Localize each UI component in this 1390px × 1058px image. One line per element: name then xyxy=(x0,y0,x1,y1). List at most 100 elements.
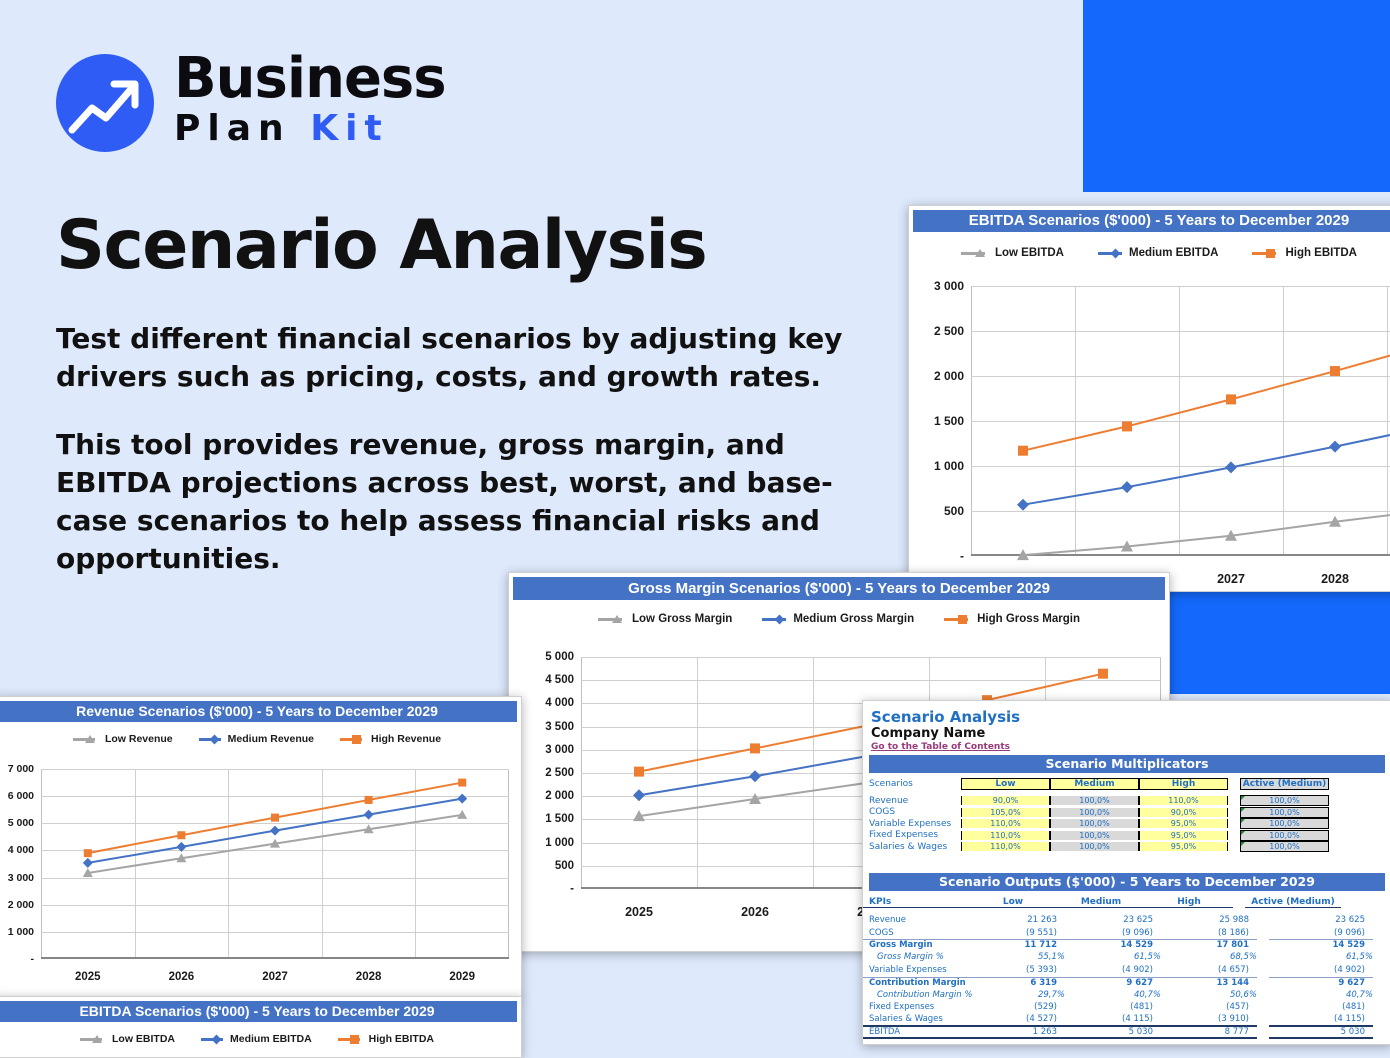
y-axis-tick-label: 1 000 xyxy=(545,836,574,849)
legend-line xyxy=(1097,251,1122,255)
legend-item-1: Medium EBITDA xyxy=(1097,247,1218,259)
multiplicators-cell-medium[interactable]: 100,0% xyxy=(1050,807,1139,817)
legend-label: Medium Revenue xyxy=(227,733,315,745)
outputs-cell-low: 21 263 xyxy=(1027,915,1057,926)
cell-comment-marker-icon xyxy=(1241,842,1245,847)
y-axis-tick-label: 5 000 xyxy=(7,817,34,830)
y-axis-tick-label: 2 500 xyxy=(933,324,964,338)
chart-legend: Low Revenue Medium Revenue High Revenue xyxy=(0,728,521,750)
scenario-multiplicators-band: Scenario Multiplicators xyxy=(869,755,1385,773)
multiplicators-cell-medium[interactable]: 100,0% xyxy=(1050,842,1139,852)
x-axis-tick-label: 2025 xyxy=(75,971,101,983)
chart-panel-revenue: Revenue Scenarios ($'000) - 5 Years to D… xyxy=(0,696,522,998)
outputs-cell-medium: 61,5% xyxy=(1133,952,1161,963)
y-axis-tick-label: 2 000 xyxy=(7,898,34,911)
outputs-row: COGS (9 551) (9 096) (8 186) (9 096) xyxy=(863,926,1390,938)
multiplicators-row-header: Scenarios xyxy=(869,778,913,789)
growth-arrow-icon xyxy=(56,54,154,152)
outputs-cell-active: (9 096) xyxy=(1334,927,1365,938)
outputs-cell-medium: 14 529 xyxy=(1065,939,1161,950)
outputs-cell-medium: 23 625 xyxy=(1123,915,1153,926)
multiplicators-cell-high[interactable]: 95,0% xyxy=(1139,842,1228,852)
legend-label: High Gross Margin xyxy=(977,613,1080,625)
chart-panel-ebitda-top: EBITDA Scenarios ($'000) - 5 Years to De… xyxy=(908,205,1390,592)
multiplicators-cell-low[interactable]: 110,0% xyxy=(961,830,1050,840)
gridline-horizontal xyxy=(971,331,1390,332)
multiplicators-cell-high[interactable]: 95,0% xyxy=(1139,819,1228,829)
gridline-vertical xyxy=(1075,286,1076,556)
legend-item-0: Low EBITDA xyxy=(80,1033,175,1045)
outputs-cell-medium: 5 030 xyxy=(1065,1024,1161,1039)
scenario-outputs-band: Scenario Outputs ($'000) - 5 Years to De… xyxy=(869,873,1385,891)
outputs-header-row: KPIs Low Medium High Active (Medium) xyxy=(863,894,1390,910)
multiplicators-cell-active[interactable]: 100,0% xyxy=(1240,795,1329,807)
chart-plot-area: - 1 000 2 000 3 000 4 000 5 000 6 000 7 000 2025… xyxy=(8,763,509,983)
outputs-col-low: Low xyxy=(969,897,1057,908)
chart-title: Gross Margin Scenarios ($'000) - 5 Years… xyxy=(513,577,1165,600)
outputs-cell-active: (481) xyxy=(1342,1001,1365,1012)
multiplicators-cell-high[interactable]: 110,0% xyxy=(1139,796,1228,806)
gridline-vertical xyxy=(228,769,230,959)
legend-label: Low Revenue xyxy=(104,733,173,745)
gridline-horizontal xyxy=(971,421,1390,422)
page-title: Scenario Analysis xyxy=(56,206,708,285)
multiplicators-row: Fixed Expenses 110,0% 100,0% 95,0% 100,0… xyxy=(863,829,1390,842)
legend-line xyxy=(1252,251,1277,255)
multiplicators-cell-active[interactable]: 100,0% xyxy=(1240,829,1329,841)
legend-marker-square xyxy=(1266,248,1276,258)
y-axis-tick-label: 500 xyxy=(554,859,574,872)
y-axis-tick-label: 2 000 xyxy=(933,369,964,383)
outputs-cell-medium: 9 627 xyxy=(1065,976,1161,988)
multiplicators-cell-high[interactable]: 90,0% xyxy=(1139,807,1228,817)
multiplicators-cell-medium[interactable]: 100,0% xyxy=(1050,796,1139,806)
hero-paragraph-1: Test different financial scenarios by ad… xyxy=(56,322,843,393)
y-axis-tick-label: 1 500 xyxy=(933,414,964,428)
legend-line xyxy=(960,251,985,255)
gridline-horizontal xyxy=(971,511,1390,512)
y-axis-tick-label: - xyxy=(960,549,964,563)
outputs-row: Fixed Expenses (529) (481) (457) (481) xyxy=(863,1001,1390,1013)
outputs-cell-high: 8 777 xyxy=(1161,1024,1257,1039)
outputs-row-label: EBITDA xyxy=(863,1024,969,1039)
gridline-horizontal xyxy=(41,931,509,933)
legend-item-1: Medium Revenue xyxy=(198,733,315,745)
y-axis-tick-label: 3 500 xyxy=(545,720,574,733)
multiplicators-cell-low[interactable]: 110,0% xyxy=(961,819,1050,829)
multiplicators-cell-medium[interactable]: 100,0% xyxy=(1050,819,1139,829)
multiplicators-cell-active[interactable]: 100,0% xyxy=(1240,841,1329,853)
multiplicators-cell-low[interactable]: 105,0% xyxy=(961,807,1050,817)
multiplicators-cell-low[interactable]: 110,0% xyxy=(961,842,1050,852)
outputs-cell-low: 55,1% xyxy=(1037,952,1065,963)
outputs-cell-high: 68,5% xyxy=(1229,952,1257,963)
legend-marker-diamond xyxy=(1110,248,1121,258)
table-of-contents-link[interactable]: Go to the Table of Contents xyxy=(871,742,1010,752)
outputs-cell-active: 61,5% xyxy=(1345,952,1373,963)
decorative-blue-block-bottom xyxy=(1166,592,1390,694)
multiplicators-header-row: Scenarios Low Medium High Active (Medium… xyxy=(863,777,1390,790)
y-axis-tick-label: 2 500 xyxy=(545,767,574,779)
multiplicators-cell-low[interactable]: 90,0% xyxy=(961,796,1050,806)
multiplicators-cell-high[interactable]: 95,0% xyxy=(1139,830,1228,840)
outputs-col-high: High xyxy=(1145,897,1233,908)
legend-line xyxy=(337,1037,360,1041)
outputs-cell-high: 50,6% xyxy=(1229,989,1257,1000)
y-axis-tick-label: 4 000 xyxy=(545,697,574,710)
sheet-title: Scenario Analysis xyxy=(871,708,1021,726)
multiplicators-cell-medium[interactable]: 100,0% xyxy=(1050,830,1139,840)
gridline-horizontal xyxy=(971,286,1390,287)
outputs-cell-low: (529) xyxy=(1034,1001,1057,1012)
multiplicators-cell-active[interactable]: 100,0% xyxy=(1240,818,1329,830)
x-axis-line xyxy=(971,554,1390,556)
multiplicators-row-label: Revenue xyxy=(869,795,909,806)
x-axis-tick-label: 2027 xyxy=(1217,572,1245,586)
legend-marker-triangle xyxy=(974,249,985,257)
legend-label: Low EBITDA xyxy=(994,247,1064,259)
outputs-cell-high: 17 801 xyxy=(1161,939,1257,950)
multiplicators-cell-active[interactable]: 100,0% xyxy=(1240,806,1329,818)
chart-series-layer xyxy=(1017,354,1390,561)
scenario-outputs-table: KPIs Low Medium High Active (Medium) Rev… xyxy=(863,894,1390,1039)
outputs-row-label: Contribution Margin xyxy=(863,976,969,988)
y-axis-tick-label: 1 500 xyxy=(545,813,574,826)
chart-title: EBITDA Scenarios ($'000) - 5 Years to De… xyxy=(913,210,1390,232)
sheet-company-name: Company Name xyxy=(871,726,986,741)
